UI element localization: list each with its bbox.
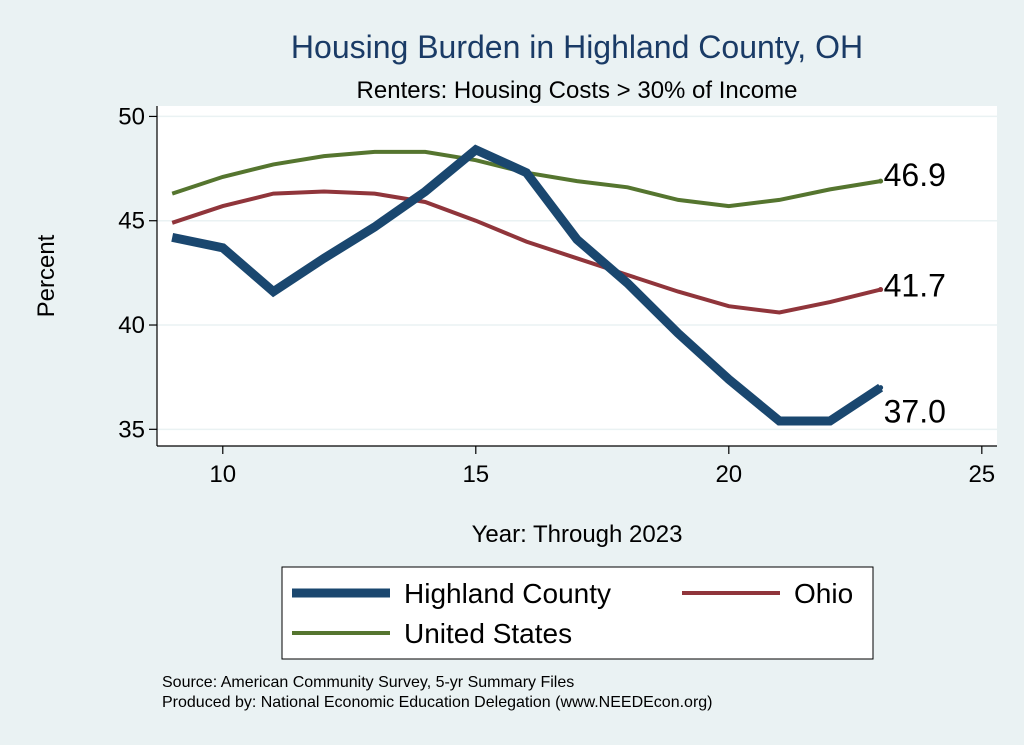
end-point-ohio	[878, 287, 884, 293]
x-axis-title: Year: Through 2023	[472, 521, 683, 548]
series-lines	[171, 144, 884, 426]
end-label-ohio: 41.7	[884, 268, 946, 304]
chart-title: Housing Burden in Highland County, OH	[291, 29, 863, 65]
y-tick-label-45: 45	[118, 208, 145, 235]
source-line: Source: American Community Survey, 5-yr …	[162, 674, 574, 691]
legend: Highland County Ohio United States	[281, 566, 874, 660]
y-tick-label-35: 35	[118, 416, 145, 443]
y-tick-label-50: 50	[118, 103, 145, 130]
end-point-united-states	[878, 178, 884, 184]
gridlines	[157, 115, 997, 431]
x-tick-label-25: 25	[968, 461, 995, 488]
x-tick-label-15: 15	[462, 461, 489, 488]
series-line-ohio	[171, 189, 882, 315]
produced-by-line: Produced by: National Economic Education…	[162, 694, 713, 711]
x-tick-label-20: 20	[715, 461, 742, 488]
legend-label-united-states: United States	[404, 618, 572, 649]
y-axis-title: Percent	[33, 234, 60, 317]
end-labels: 37.0 41.7 46.9	[878, 157, 946, 430]
end-label-united-states: 46.9	[884, 157, 946, 193]
x-tick-label-10: 10	[209, 461, 236, 488]
legend-label-ohio: Ohio	[794, 578, 853, 609]
end-label-highland-county: 37.0	[884, 394, 946, 430]
legend-label-highland-county: Highland County	[404, 578, 611, 609]
series-line-highland-county	[171, 144, 884, 426]
axes: 35 40 45 50 10 15 20 25	[118, 103, 997, 488]
end-point-highland-county	[878, 385, 884, 391]
y-tick-label-40: 40	[118, 312, 145, 339]
legend-box	[281, 566, 874, 660]
chart-subtitle: Renters: Housing Costs > 30% of Income	[357, 77, 798, 104]
